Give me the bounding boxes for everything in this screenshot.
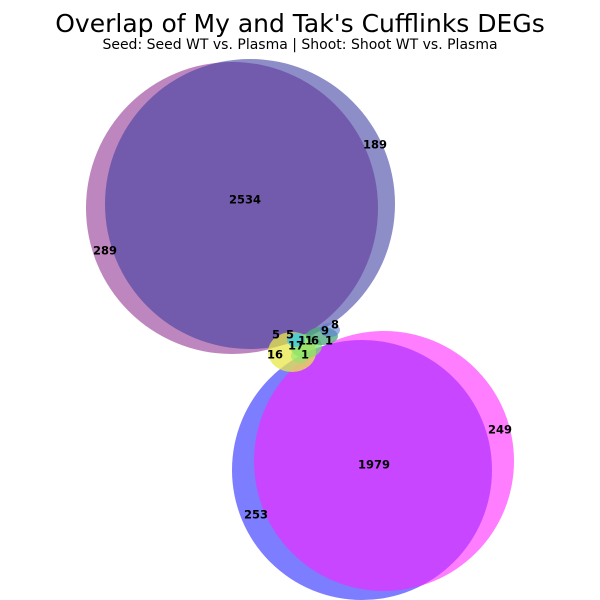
small-region-blob-3 bbox=[287, 333, 305, 347]
region-count-label: 5 bbox=[272, 328, 280, 342]
region-count-label: 249 bbox=[488, 423, 512, 437]
small-region-blobs bbox=[268, 323, 340, 372]
region-count-label: 1979 bbox=[358, 458, 390, 472]
region-count-label: 1 bbox=[298, 334, 306, 348]
region-count-label: 189 bbox=[363, 138, 387, 152]
venn-circle-seed_b bbox=[105, 59, 395, 349]
region-count-label: 289 bbox=[93, 244, 117, 258]
region-count-label: 1 bbox=[301, 348, 309, 362]
circles-layer bbox=[86, 59, 514, 600]
region-count-label: 2534 bbox=[229, 193, 261, 207]
region-count-label: 5 bbox=[286, 328, 294, 342]
region-count-label: 17 bbox=[288, 339, 304, 353]
region-count-label: 6 bbox=[311, 334, 319, 348]
venn-circle-shoot_b bbox=[254, 331, 514, 591]
small-region-blob-5 bbox=[320, 323, 340, 337]
chart-title: Overlap of My and Tak's Cufflinks DEGs bbox=[55, 9, 544, 38]
region-count-label: 16 bbox=[267, 348, 283, 362]
region-count-label: 253 bbox=[244, 508, 268, 522]
region-count-label: 9 bbox=[321, 324, 329, 338]
region-count-label: 1 bbox=[305, 334, 313, 348]
chart-subtitle: Seed: Seed WT vs. Plasma | Shoot: Shoot … bbox=[102, 37, 497, 53]
region-count-label: 8 bbox=[331, 318, 339, 332]
region-count-label: 1 bbox=[325, 334, 333, 348]
small-region-blob-6 bbox=[291, 349, 309, 363]
